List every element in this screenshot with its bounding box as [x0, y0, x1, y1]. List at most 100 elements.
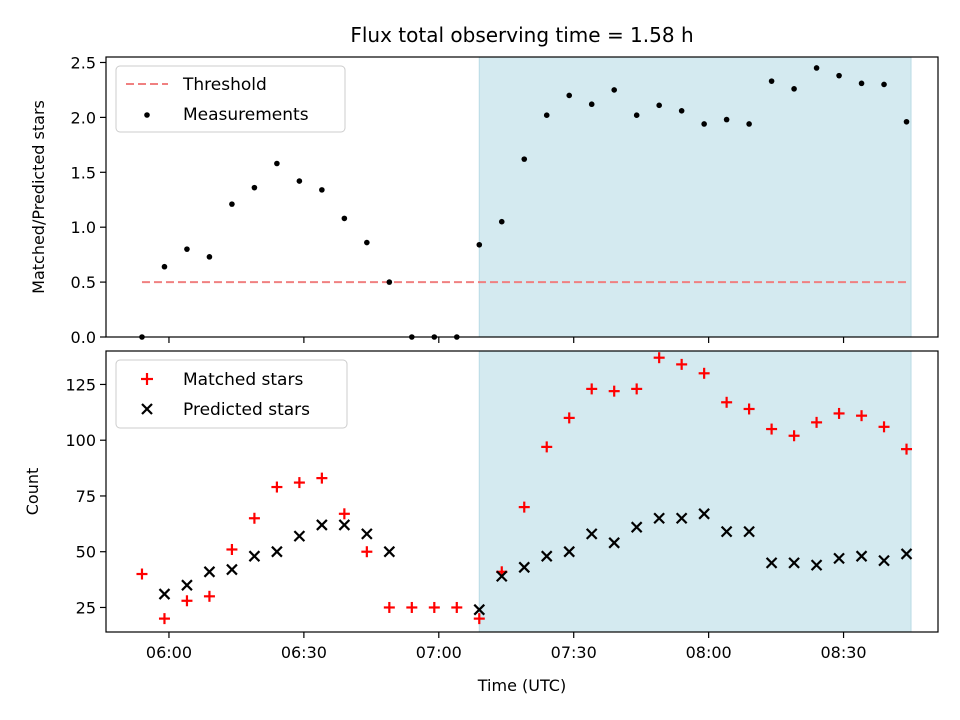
observing-window-span: [478, 350, 912, 633]
legend-measurements-swatch: [144, 112, 150, 118]
bottom-panel: 25 50 75 100 125 06:00 06:30 07:00 07:30 08:00 08…: [23, 350, 939, 662]
matched-stars-point: [676, 358, 688, 370]
predicted-stars-point: [338, 519, 351, 531]
predicted-stars-point: [473, 603, 486, 616]
matched-stars-point: [203, 590, 215, 602]
predicted-stars-point: [608, 537, 620, 549]
matched-stars-point: [631, 383, 643, 395]
matched-stars-point: [901, 443, 913, 455]
y-tick-label: 1.5: [71, 163, 96, 182]
predicted-stars-point: [900, 548, 913, 560]
predicted-stars-point: [158, 588, 171, 600]
x-tick-label: 07:00: [416, 643, 462, 662]
matched-stars-point: [833, 407, 845, 419]
chart-title: Flux total observing time = 1.58 h: [350, 23, 693, 47]
matched-stars-point: [743, 403, 755, 415]
legend-measurements-label: Measurements: [183, 105, 309, 125]
measurement-point: [768, 78, 775, 84]
measurement-point: [588, 101, 595, 108]
measurement-point: [633, 112, 640, 118]
matched-stars-point: [451, 601, 463, 613]
x-axis-label: Time (UTC): [477, 676, 566, 695]
measurement-point: [251, 184, 258, 191]
matched-stars-point: [428, 601, 440, 613]
measurement-point: [386, 279, 393, 285]
measurement-point: [229, 201, 235, 207]
measurement-point: [858, 80, 865, 87]
matched-stars-point: [788, 430, 800, 442]
predicted-stars-point: [316, 519, 328, 531]
predicted-stars-point: [293, 530, 306, 542]
predicted-stars-point: [563, 545, 575, 558]
top-y-axis: 0.0 0.5 1.0 1.5 2.0 2.5: [71, 53, 106, 347]
top-x-axis: [168, 337, 845, 343]
matched-stars-point: [383, 601, 395, 613]
predicted-stars-point: [653, 512, 665, 525]
y-tick-label: 100: [65, 431, 96, 450]
matched-stars-point: [563, 412, 575, 424]
measurement-point: [836, 72, 842, 79]
bottom-panel-frame: [105, 350, 939, 633]
matched-stars-point: [158, 613, 170, 625]
y-tick-label: 25: [76, 598, 96, 617]
predicted-stars-point: [361, 528, 373, 540]
y-tick-label: 0.0: [71, 328, 96, 347]
predicted-stars-point: [181, 579, 193, 591]
measurement-point: [543, 112, 550, 118]
measurement-point: [476, 241, 483, 248]
y-tick-label: 75: [76, 487, 96, 506]
matched-stars-point: [293, 477, 305, 489]
predicted-stars-point: [810, 559, 823, 571]
legend-box: [115, 65, 346, 133]
y-tick-label: 50: [76, 543, 96, 562]
x-tick-label: 06:00: [146, 643, 192, 662]
predicted-stars-point: [833, 552, 845, 565]
top-panel: 0.0 0.5 1.0 1.5 2.0 2.5 Matched/Predicted sta…: [29, 53, 939, 347]
measurement-point: [319, 187, 325, 193]
measurement-point: [364, 239, 370, 246]
y-tick-label: 0.5: [71, 273, 96, 292]
matched-stars-point: [856, 410, 868, 422]
predicted-stars-point: [585, 528, 598, 540]
matched-stars-point: [698, 367, 710, 379]
matched-stars-point: [338, 508, 350, 520]
y-tick-label: 2.0: [71, 108, 96, 127]
bottom-x-axis: 06:00 06:30 07:00 07:30 08:00 08:30: [146, 632, 867, 662]
top-y-axis-label: Matched/Predicted stars: [29, 100, 48, 294]
predicted-stars-point: [765, 557, 778, 569]
predicted-stars-point: [271, 545, 283, 558]
matched-stars-point: [653, 352, 665, 364]
measurement-point: [723, 116, 730, 123]
x-tick-label: 08:00: [686, 643, 732, 662]
measurement-point: [813, 65, 820, 71]
legend-matched-swatch: [141, 373, 153, 385]
measurement-point: [566, 92, 573, 99]
predicted-stars-point: [788, 557, 800, 569]
top-legend: Threshold Measurements: [115, 65, 346, 133]
measurement-point: [903, 118, 910, 125]
matched-stars-point: [878, 421, 890, 433]
bottom-legend: Matched stars Predicted stars: [115, 359, 348, 429]
top-panel-frame: [105, 56, 939, 338]
matched-stars-point: [316, 472, 328, 484]
measurement-point: [611, 87, 617, 93]
y-tick-label: 1.0: [71, 218, 96, 237]
predicted-stars-point: [518, 561, 531, 574]
predicted-stars-point: [855, 550, 868, 562]
bottom-y-axis-label: Count: [23, 468, 42, 516]
predicted-stars-point: [495, 570, 508, 583]
y-tick-label: 2.5: [71, 53, 96, 72]
x-tick-label: 08:30: [821, 643, 867, 662]
measurements-series: [139, 65, 910, 340]
predicted-stars-point: [720, 525, 733, 538]
matched-stars-point: [226, 543, 238, 555]
legend-matched-label: Matched stars: [183, 370, 303, 390]
predicted-stars-point: [675, 512, 688, 525]
matched-stars-point: [518, 501, 530, 513]
matched-stars-point: [248, 512, 260, 524]
measurement-point: [341, 215, 348, 222]
predicted-stars-point: [743, 525, 755, 538]
measurement-point: [498, 218, 505, 225]
measurement-point: [656, 102, 662, 109]
measurement-point: [161, 263, 168, 270]
